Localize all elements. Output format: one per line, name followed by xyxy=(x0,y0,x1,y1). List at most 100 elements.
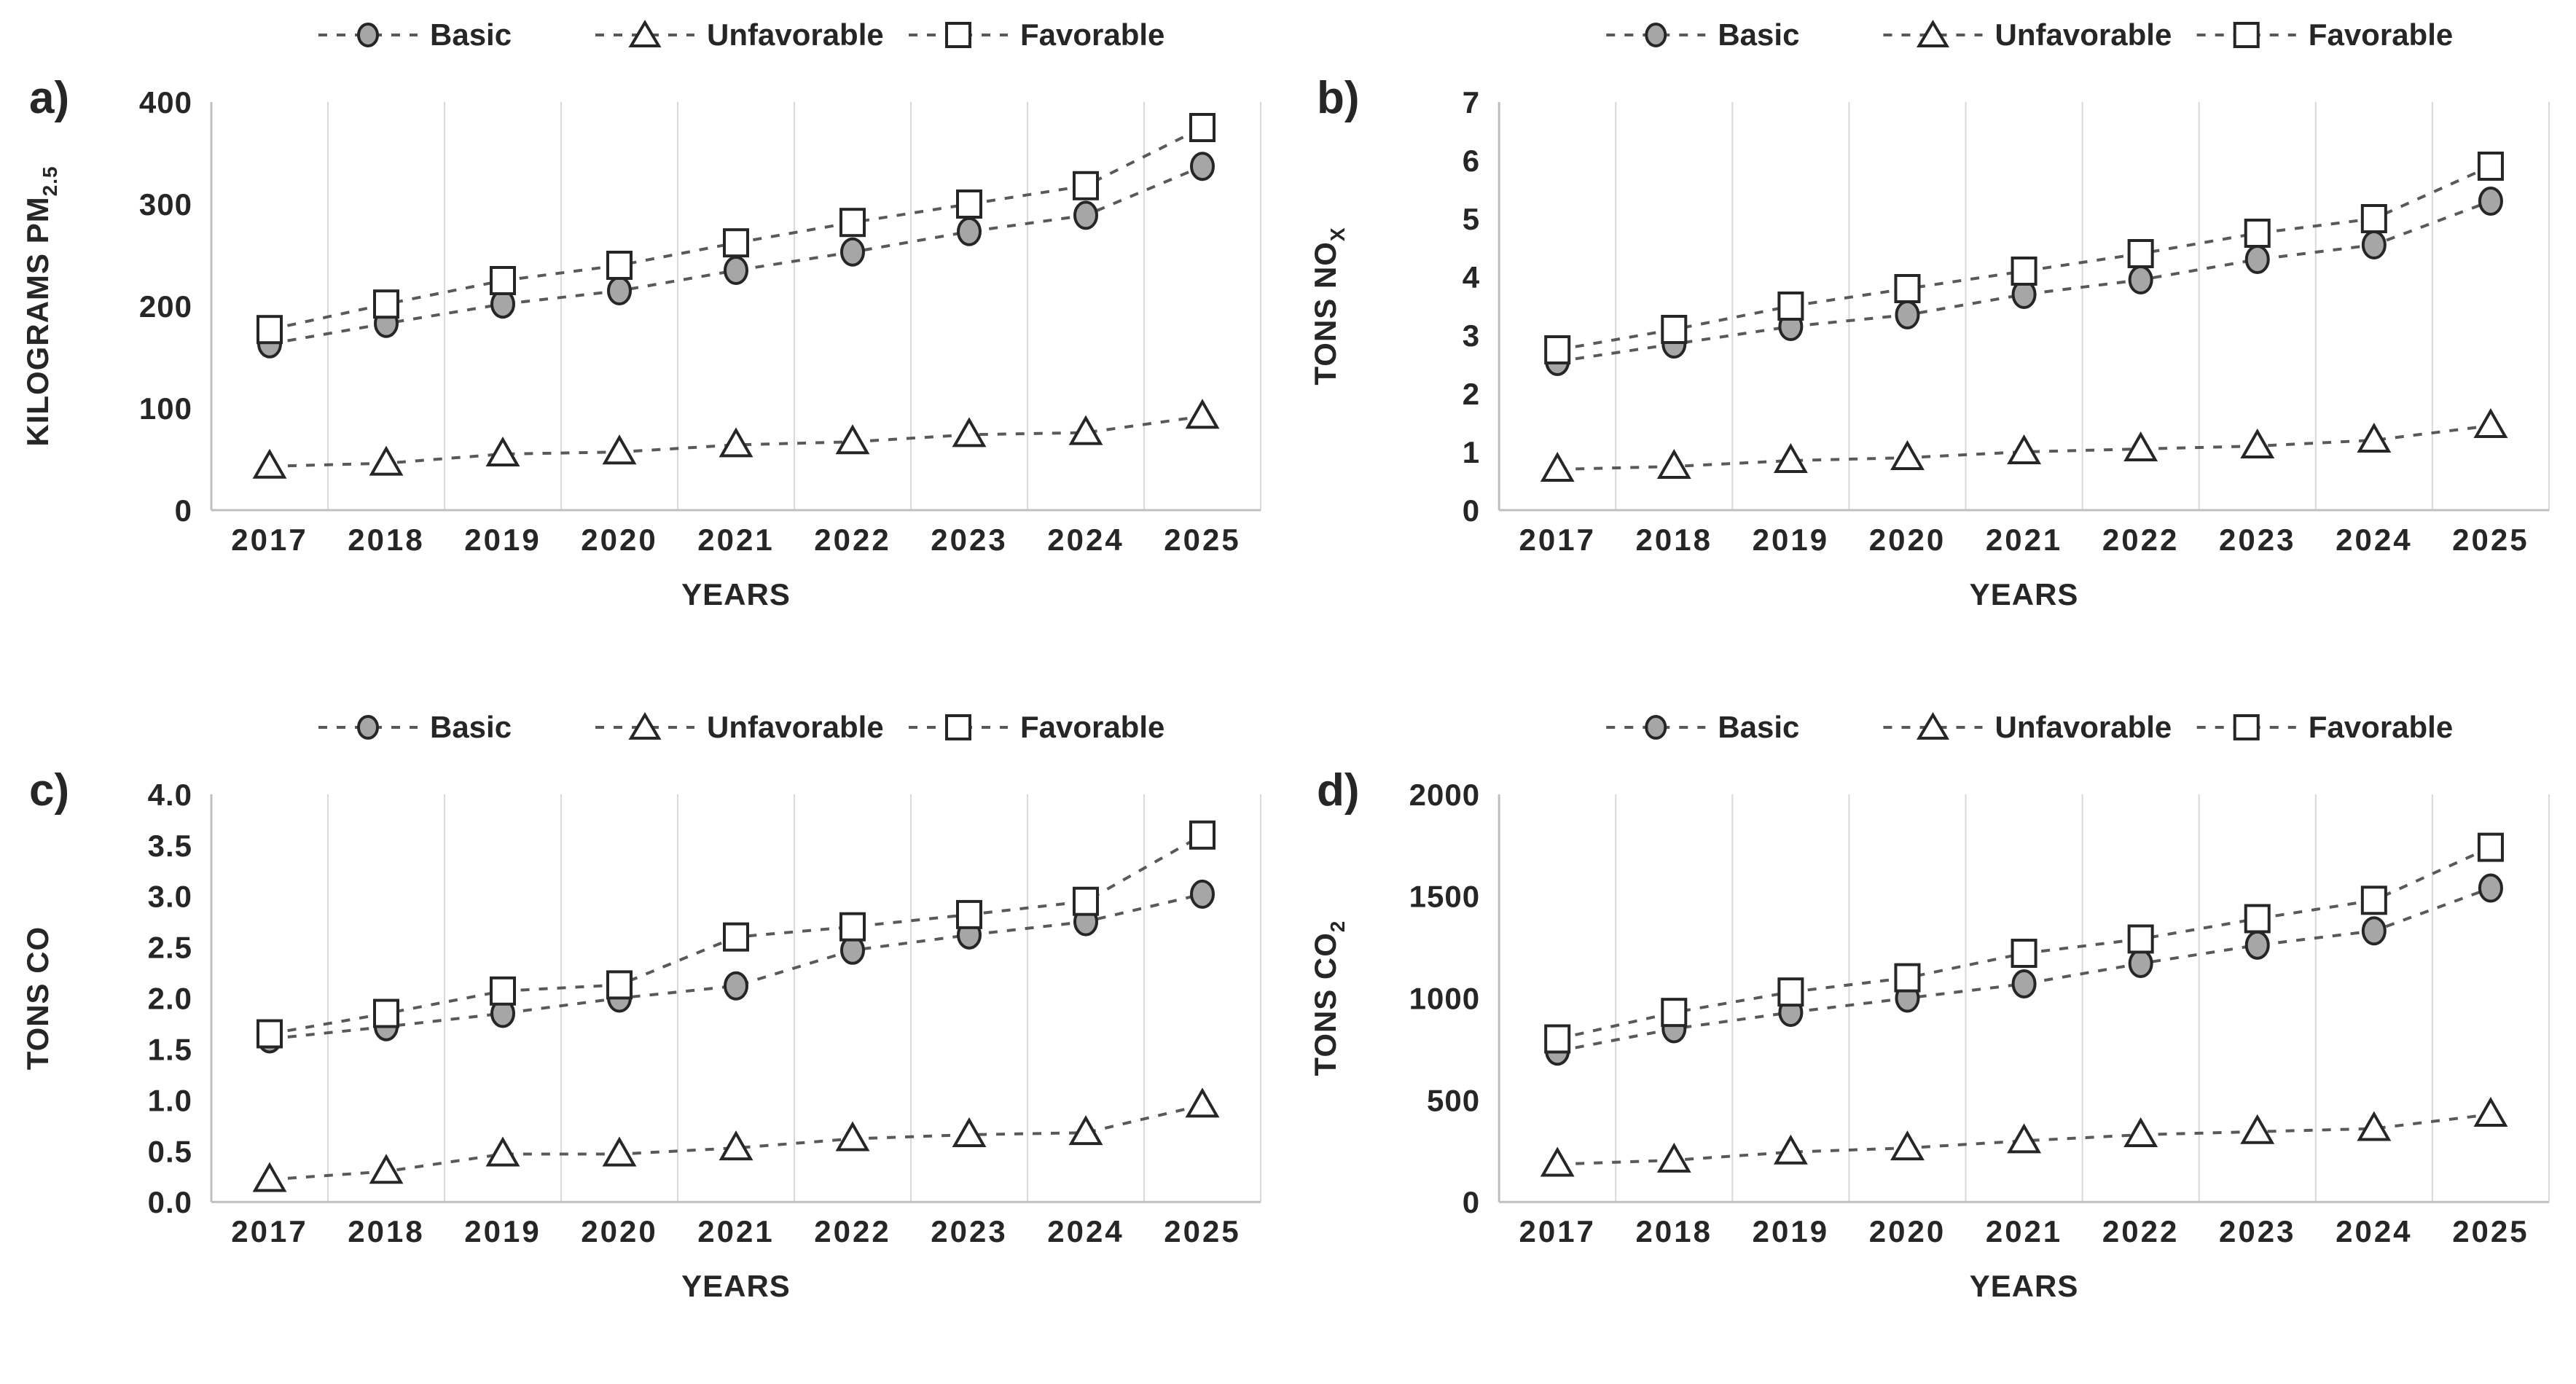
y-axis-ticks: 0 500 1000 1500 2000 xyxy=(1409,778,1480,1219)
circle-marker xyxy=(2128,949,2153,978)
y-axis-title: TONS CO xyxy=(20,926,55,1070)
triangle-marker xyxy=(369,445,404,476)
x-tick-label: 2019 xyxy=(1753,1214,1829,1248)
x-tick-label: 2021 xyxy=(1986,1214,2062,1248)
series-favorable xyxy=(1544,152,2504,364)
square-marker xyxy=(1544,335,1571,364)
triangle-marker xyxy=(2240,1114,2275,1144)
triangle-marker xyxy=(2473,407,2508,438)
square-marker xyxy=(723,922,749,952)
legend-triangle-icon xyxy=(628,20,662,47)
square-marker xyxy=(2127,924,2154,954)
y-tick-label: 1500 xyxy=(1409,880,1480,914)
series-favorable xyxy=(257,820,1215,1049)
x-tick-label: 2023 xyxy=(931,523,1007,557)
panel-label: c) xyxy=(29,765,69,816)
square-marker xyxy=(2011,939,2037,969)
legend-item-unfavorable: Unfavorable xyxy=(595,17,884,52)
y-tick-label: 5 xyxy=(1463,202,1480,236)
x-axis-ticks: 2017 2018 2019 2020 2021 2022 2023 2024 2025 xyxy=(231,523,1238,557)
legend-item-favorable: Favorable xyxy=(909,17,1164,52)
legend-label-favorable: Favorable xyxy=(2309,710,2453,744)
legend: Basic Unfavorable Favorable xyxy=(1606,710,2453,744)
circle-marker xyxy=(2361,916,2387,946)
legend-triangle-icon xyxy=(1916,712,1950,740)
y-axis-ticks: 0 100 200 300 400 xyxy=(139,85,192,528)
triangle-marker xyxy=(1068,415,1103,445)
triangle-marker xyxy=(1656,448,1691,479)
square-marker xyxy=(1661,998,1688,1028)
triangle-marker xyxy=(835,424,870,455)
x-tick-label: 2017 xyxy=(231,523,308,557)
triangle-marker xyxy=(252,448,287,479)
y-axis-title-main: KILOGRAMS PM xyxy=(20,196,55,446)
y-axis-title-subscript: X xyxy=(1326,227,1349,241)
panel-b: b) Basic Unfavorable Favorable xyxy=(1288,0,2576,692)
x-tick-label: 2017 xyxy=(231,1214,308,1248)
triangle-marker xyxy=(1773,442,1808,473)
y-tick-label: 6 xyxy=(1463,144,1480,178)
legend-item-basic: Basic xyxy=(1606,17,1799,52)
x-tick-label: 2023 xyxy=(2219,523,2295,557)
panel-b-chart: b) Basic Unfavorable Favorable xyxy=(1308,17,2550,611)
y-tick-label: 300 xyxy=(139,187,192,222)
y-tick-label: 1.5 xyxy=(148,1032,192,1066)
legend-item-unfavorable: Unfavorable xyxy=(595,710,884,744)
square-marker xyxy=(723,228,749,258)
triangle-marker xyxy=(835,1121,870,1152)
panel-d: d) Basic Unfavorable Favorable xyxy=(1288,692,2576,1384)
gridlines xyxy=(1615,102,2550,510)
x-tick-label: 2024 xyxy=(1047,523,1124,557)
x-tick-label: 2025 xyxy=(2452,1214,2529,1248)
square-marker xyxy=(606,970,633,1000)
square-marker xyxy=(2244,219,2271,248)
series-unfavorable xyxy=(1540,1096,2508,1177)
x-tick-label: 2021 xyxy=(697,1214,774,1248)
triangle-marker xyxy=(1540,1146,1575,1177)
triangle-marker xyxy=(1185,399,1220,429)
y-axis-title: TONS CO2 xyxy=(1308,920,1349,1076)
panel-label: b) xyxy=(1317,73,1360,123)
legend-circle-icon xyxy=(357,23,379,47)
legend-item-unfavorable: Unfavorable xyxy=(1883,17,2172,52)
legend-label-basic: Basic xyxy=(430,710,512,744)
triangle-marker xyxy=(602,434,637,465)
x-tick-label: 2018 xyxy=(1636,523,1712,557)
triangle-marker xyxy=(485,1136,520,1167)
y-tick-label: 500 xyxy=(1427,1083,1480,1117)
x-tick-label: 2024 xyxy=(2336,523,2412,557)
legend-label-basic: Basic xyxy=(430,17,512,52)
y-tick-label: 0 xyxy=(1463,1185,1480,1219)
circle-marker xyxy=(724,971,748,1001)
x-tick-label: 2023 xyxy=(931,1214,1007,1248)
triangle-marker xyxy=(2007,434,2042,464)
legend-label-basic: Basic xyxy=(1718,17,1799,52)
circle-marker xyxy=(2011,969,2037,998)
y-axis-title-main: TONS CO xyxy=(1308,932,1342,1076)
triangle-marker xyxy=(2357,422,2392,453)
square-marker xyxy=(1189,113,1215,142)
legend-label-unfavorable: Unfavorable xyxy=(707,17,884,52)
square-marker xyxy=(490,976,516,1006)
triangle-marker xyxy=(1773,1134,1808,1165)
y-axis-ticks: 0.0 0.5 1.0 1.5 2.0 2.5 3.0 3.5 4.0 xyxy=(148,778,192,1219)
y-tick-label: 100 xyxy=(139,391,192,426)
series-unfavorable xyxy=(252,1087,1220,1192)
circle-marker xyxy=(2478,873,2503,903)
circle-marker xyxy=(840,237,865,267)
triangle-marker xyxy=(1185,1087,1220,1118)
legend-item-basic: Basic xyxy=(1606,710,1799,744)
x-tick-label: 2023 xyxy=(2219,1214,2295,1248)
panel-d-chart: d) Basic Unfavorable Favorable xyxy=(1308,710,2550,1303)
circle-marker xyxy=(957,216,982,246)
legend-item-basic: Basic xyxy=(318,17,512,52)
series-line xyxy=(1557,165,2491,351)
x-tick-label: 2018 xyxy=(1636,1214,1712,1248)
square-marker xyxy=(1073,171,1099,200)
series-line xyxy=(1557,886,2491,1053)
legend-label-unfavorable: Unfavorable xyxy=(1995,710,2172,744)
square-marker xyxy=(1894,274,1921,303)
y-tick-label: 2 xyxy=(1463,377,1480,411)
series-basic xyxy=(257,879,1215,1054)
